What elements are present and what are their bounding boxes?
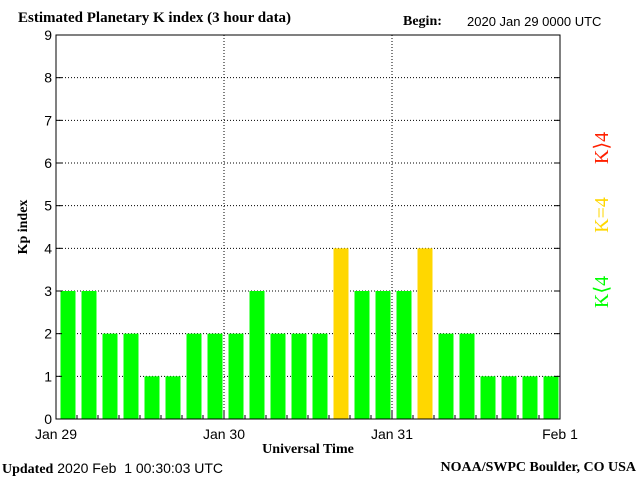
- updated-timestamp: Updated 2020 Feb 1 00:30:03 UTC: [2, 461, 223, 477]
- kp-bar: [396, 291, 412, 419]
- kp-bar: [312, 333, 328, 419]
- kp-bar: [501, 376, 517, 419]
- begin-label: Begin:: [403, 14, 442, 29]
- kp-bar: [123, 333, 139, 419]
- kp-bar: [522, 376, 538, 419]
- legend-above-4: K⟩4: [591, 132, 613, 164]
- y-tick-label: 0: [44, 411, 52, 427]
- kp-bar: [60, 291, 76, 419]
- y-tick-label: 7: [44, 112, 52, 128]
- x-tick-label: Jan 30: [203, 426, 245, 442]
- legend-equal-4: K=4: [591, 197, 613, 233]
- kp-bar: [459, 333, 475, 419]
- kp-bar: [228, 333, 244, 419]
- y-tick-label: 2: [44, 326, 52, 342]
- x-tick-label: Feb 1: [542, 426, 578, 442]
- begin-value: 2020 Jan 29 0000 UTC: [467, 14, 602, 29]
- kp-bar: [333, 248, 349, 419]
- kp-bar: [165, 376, 181, 419]
- y-tick-label: 8: [44, 70, 52, 86]
- kp-bar: [543, 376, 559, 419]
- credit-line: NOAA/SWPC Boulder, CO USA: [440, 460, 636, 475]
- y-axis-title: Kp index: [16, 200, 31, 255]
- kp-bar: [249, 291, 265, 419]
- kp-bar: [81, 291, 97, 419]
- y-tick-label: 1: [44, 368, 52, 384]
- kp-bar: [102, 333, 118, 419]
- updated-label: Updated: [2, 462, 54, 477]
- x-tick-label: Jan 29: [35, 426, 77, 442]
- x-axis-title: Universal Time: [262, 442, 354, 457]
- axis-ticks: 0 1 2 3 4 5 6 7 8 9 Jan 29 Jan 30 Jan 31 Feb 1: [35, 27, 578, 442]
- bars: [60, 248, 559, 419]
- grid: [56, 35, 560, 419]
- kp-bar: [438, 333, 454, 419]
- y-tick-label: 5: [44, 198, 52, 214]
- x-tick-label: Jan 31: [371, 426, 413, 442]
- kp-bar: [186, 333, 202, 419]
- chart-title: Estimated Planetary K index (3 hour data…: [18, 10, 292, 26]
- kp-bar: [207, 333, 223, 419]
- legend-below-4: K⟨4: [591, 276, 613, 308]
- kp-bar: [354, 291, 370, 419]
- kp-bar: [291, 333, 307, 419]
- kp-bar: [480, 376, 496, 419]
- y-tick-label: 3: [44, 283, 52, 299]
- kp-bar: [375, 291, 391, 419]
- y-tick-label: 9: [44, 27, 52, 43]
- kp-bar: [417, 248, 433, 419]
- y-tick-label: 4: [44, 240, 52, 256]
- kp-bar: [270, 333, 286, 419]
- kp-bar: [144, 376, 160, 419]
- updated-value: 2020 Feb 1 00:30:03 UTC: [57, 460, 224, 476]
- y-tick-label: 6: [44, 155, 52, 171]
